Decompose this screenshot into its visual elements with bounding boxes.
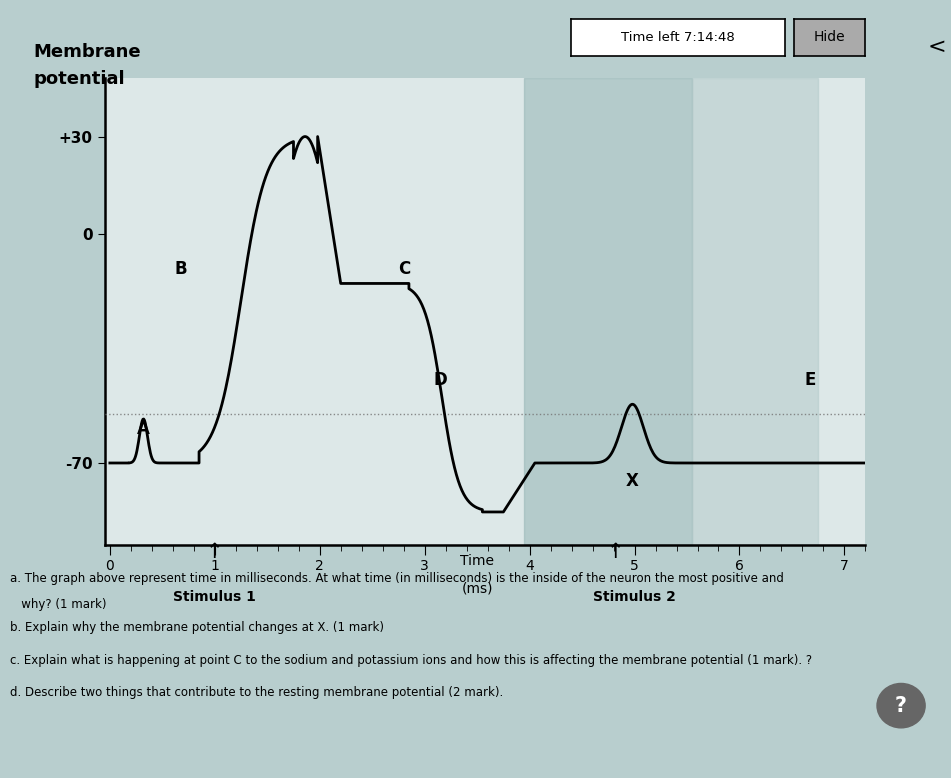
Text: Stimulus 1: Stimulus 1 xyxy=(173,590,256,604)
Text: b. Explain why the membrane potential changes at X. (1 mark): b. Explain why the membrane potential ch… xyxy=(10,621,383,634)
Text: D: D xyxy=(433,370,447,389)
Text: ↑: ↑ xyxy=(206,541,223,562)
Circle shape xyxy=(877,683,925,728)
Bar xyxy=(692,78,818,545)
Text: a. The graph above represent time in milliseconds. At what time (in milliseconds: a. The graph above represent time in mil… xyxy=(10,572,784,585)
Text: (ms): (ms) xyxy=(461,582,493,596)
Text: <: < xyxy=(927,37,946,57)
Text: Time left 7:14:48: Time left 7:14:48 xyxy=(621,31,734,44)
Text: A: A xyxy=(137,419,150,437)
Text: ↑: ↑ xyxy=(607,541,625,562)
Text: potential: potential xyxy=(33,70,125,88)
Text: C: C xyxy=(398,260,411,278)
Text: Time: Time xyxy=(460,554,495,568)
Text: c. Explain what is happening at point C to the sodium and potassium ions and how: c. Explain what is happening at point C … xyxy=(10,654,811,667)
Text: Hide: Hide xyxy=(814,30,845,44)
Text: why? (1 mark): why? (1 mark) xyxy=(10,598,106,611)
Text: E: E xyxy=(805,370,816,389)
Text: X: X xyxy=(626,471,639,490)
Text: d. Describe two things that contribute to the resting membrane potential (2 mark: d. Describe two things that contribute t… xyxy=(10,686,503,699)
Bar xyxy=(524,78,692,545)
Text: Membrane: Membrane xyxy=(33,43,141,61)
Text: Stimulus 2: Stimulus 2 xyxy=(593,590,676,604)
Text: B: B xyxy=(175,260,187,278)
Text: ?: ? xyxy=(895,696,907,716)
